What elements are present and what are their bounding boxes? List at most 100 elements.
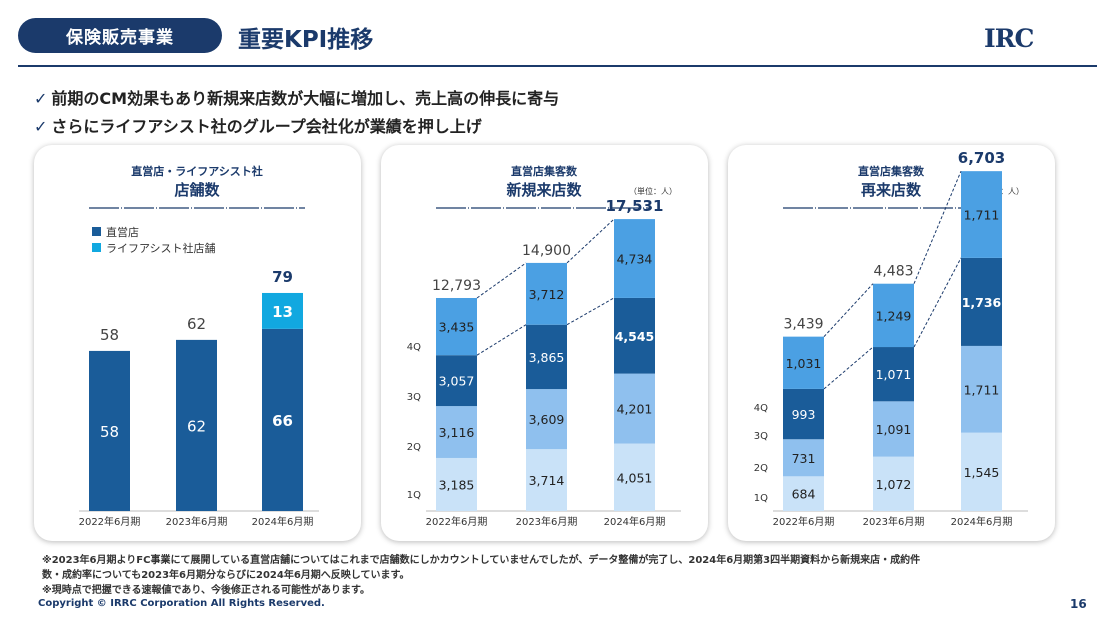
bar-segment-3q — [614, 297, 655, 374]
bar-segment-3q — [526, 324, 567, 390]
bar-label-4q: 3,435 — [439, 320, 475, 335]
page-title: 重要KPI推移 — [238, 27, 374, 53]
bar-label-4q: 1,249 — [876, 308, 912, 323]
trend-line-q3 — [476, 324, 527, 356]
trend-line-total — [566, 218, 615, 264]
bar-label-2q: 4,201 — [617, 402, 653, 417]
quarter-label: 4Q — [754, 403, 768, 414]
bar-segment-2q — [614, 373, 655, 444]
bar-label-4q: 1,711 — [964, 208, 1000, 223]
x-tick-label: 2023年6月期 — [516, 515, 578, 528]
x-tick-label: 2023年6月期 — [166, 515, 228, 528]
total-label: 58 — [100, 326, 119, 344]
total-label: 4,483 — [873, 264, 913, 280]
bar-segment-2q — [783, 439, 824, 477]
trend-line-q3 — [913, 257, 962, 348]
total-label: 14,900 — [522, 243, 571, 259]
chart-subtitle: 直営店・ライフアシスト社 — [131, 164, 263, 178]
check-icon: ✓ — [34, 117, 48, 136]
bar-segment-2q — [526, 389, 567, 450]
bar-segment-1q — [873, 456, 914, 511]
chart-subtitle: 直営店集客数 — [858, 164, 925, 178]
trend-line-total — [823, 283, 874, 337]
bar-label-3q: 993 — [792, 407, 816, 422]
footnote-2: 数・成約率についても2023年6月期分ならびに2024年6月期へ反映しています。 — [42, 570, 410, 581]
bar-segment-4q — [614, 219, 655, 298]
new-visits-card: 直営店集客数 新規来店数 （単位：人） 3,185 3,116 3,057 3,435 12,… — [381, 145, 708, 541]
trend-line-q3 — [823, 346, 874, 390]
bar-label-3q: 3,865 — [529, 350, 565, 365]
footnote-1: ※2023年6月期よりFC事業にて展開している直営店舗についてはこれまで店舗数に… — [42, 555, 921, 566]
bar-label-2q: 1,091 — [876, 422, 912, 437]
copyright: Copyright © IRRC Corporation All Rights … — [38, 598, 325, 609]
x-tick-label: 2022年6月期 — [773, 515, 835, 528]
bar-label-lifeassist: 13 — [272, 303, 293, 321]
trend-line-total — [913, 170, 962, 284]
bar-segment-4q — [436, 297, 477, 356]
quarter-label: 2Q — [754, 463, 768, 474]
bar-segment-4q — [783, 336, 824, 389]
quarter-label: 3Q — [407, 392, 421, 403]
bar-segment-1q — [783, 476, 824, 511]
bullet-1-text: 前期のCM効果もあり新規来店数が大幅に増加し、売上高の伸長に寄与 — [51, 89, 560, 108]
bar-direct — [176, 339, 217, 511]
store-count-card: 直営店・ライフアシスト社 店舗数 直営店 ライフアシスト社店舗 58 58 2022年6月期… — [34, 145, 361, 541]
total-label: 62 — [187, 315, 206, 333]
chart-subtitle: 直営店集客数 — [511, 164, 578, 178]
bar-segment-4q — [526, 262, 567, 325]
legend-swatch-direct — [92, 227, 101, 236]
bar-label-4q: 4,734 — [617, 252, 653, 267]
quarter-label: 1Q — [754, 493, 768, 504]
trend-line-total — [476, 262, 527, 299]
bar-label-1q: 1,072 — [876, 477, 912, 492]
bar-label-direct: 62 — [187, 417, 206, 435]
bar-segment-1q — [614, 443, 655, 511]
footnote-3: ※現時点で把握できる速報値であり、今後修正される可能性があります。 — [42, 585, 371, 596]
quarter-label: 1Q — [407, 490, 421, 501]
bar-segment-2q — [873, 401, 914, 457]
check-icon: ✓ — [34, 89, 48, 108]
bar-segment-1q — [436, 457, 477, 511]
bar-segment-4q — [873, 283, 914, 348]
x-tick-label: 2024年6月期 — [252, 515, 314, 528]
bar-label-3q: 3,057 — [439, 374, 475, 389]
bar-segment-3q — [783, 388, 824, 440]
bar-direct — [262, 328, 303, 511]
total-label: 17,531 — [606, 197, 664, 215]
bar-label-2q: 731 — [792, 451, 816, 466]
bar-label-4q: 3,712 — [529, 287, 565, 302]
bar-label-1q: 684 — [792, 487, 816, 502]
repeat-visits-card: 直営店集客数再来店数（単位：人）6847319931,0313,4392022年… — [728, 145, 1055, 541]
bar-label-1q: 1,545 — [964, 465, 1000, 480]
quarter-label: 2Q — [407, 442, 421, 453]
bullet-2: ✓ さらにライフアシスト社のグループ会社化が業績を押し上げ — [34, 113, 482, 137]
chart-title: 再来店数 — [861, 181, 922, 199]
bar-label-1q: 3,185 — [439, 477, 475, 492]
legend-swatch-lifeassist — [92, 243, 101, 252]
company-logo: IRC — [984, 24, 1034, 53]
total-label: 12,793 — [432, 278, 481, 294]
section-label: 保険販売事業 — [18, 18, 222, 53]
bullet-1: ✓ 前期のCM効果もあり新規来店数が大幅に増加し、売上高の伸長に寄与 — [34, 85, 559, 109]
bullet-2-text: さらにライフアシスト社のグループ会社化が業績を押し上げ — [51, 117, 482, 136]
bar-label-2q: 3,116 — [439, 425, 475, 440]
bar-direct — [89, 350, 130, 511]
bar-segment-4q — [961, 171, 1002, 258]
trend-line-q3 — [566, 297, 615, 326]
bar-label-1q: 3,714 — [529, 473, 565, 488]
bar-label-3q: 4,545 — [615, 329, 655, 344]
quarter-label: 3Q — [754, 431, 768, 442]
quarter-label: 4Q — [407, 342, 421, 353]
legend-label-direct: 直営店 — [106, 225, 139, 239]
x-tick-label: 2023年6月期 — [863, 515, 925, 528]
bar-segment-3q — [436, 355, 477, 407]
bar-label-4q: 1,031 — [786, 356, 822, 371]
bar-label-2q: 3,609 — [529, 412, 565, 427]
chart-title: 新規来店数 — [506, 181, 582, 199]
bar-segment-1q — [526, 449, 567, 511]
x-tick-label: 2022年6月期 — [426, 515, 488, 528]
total-label: 3,439 — [783, 317, 823, 333]
